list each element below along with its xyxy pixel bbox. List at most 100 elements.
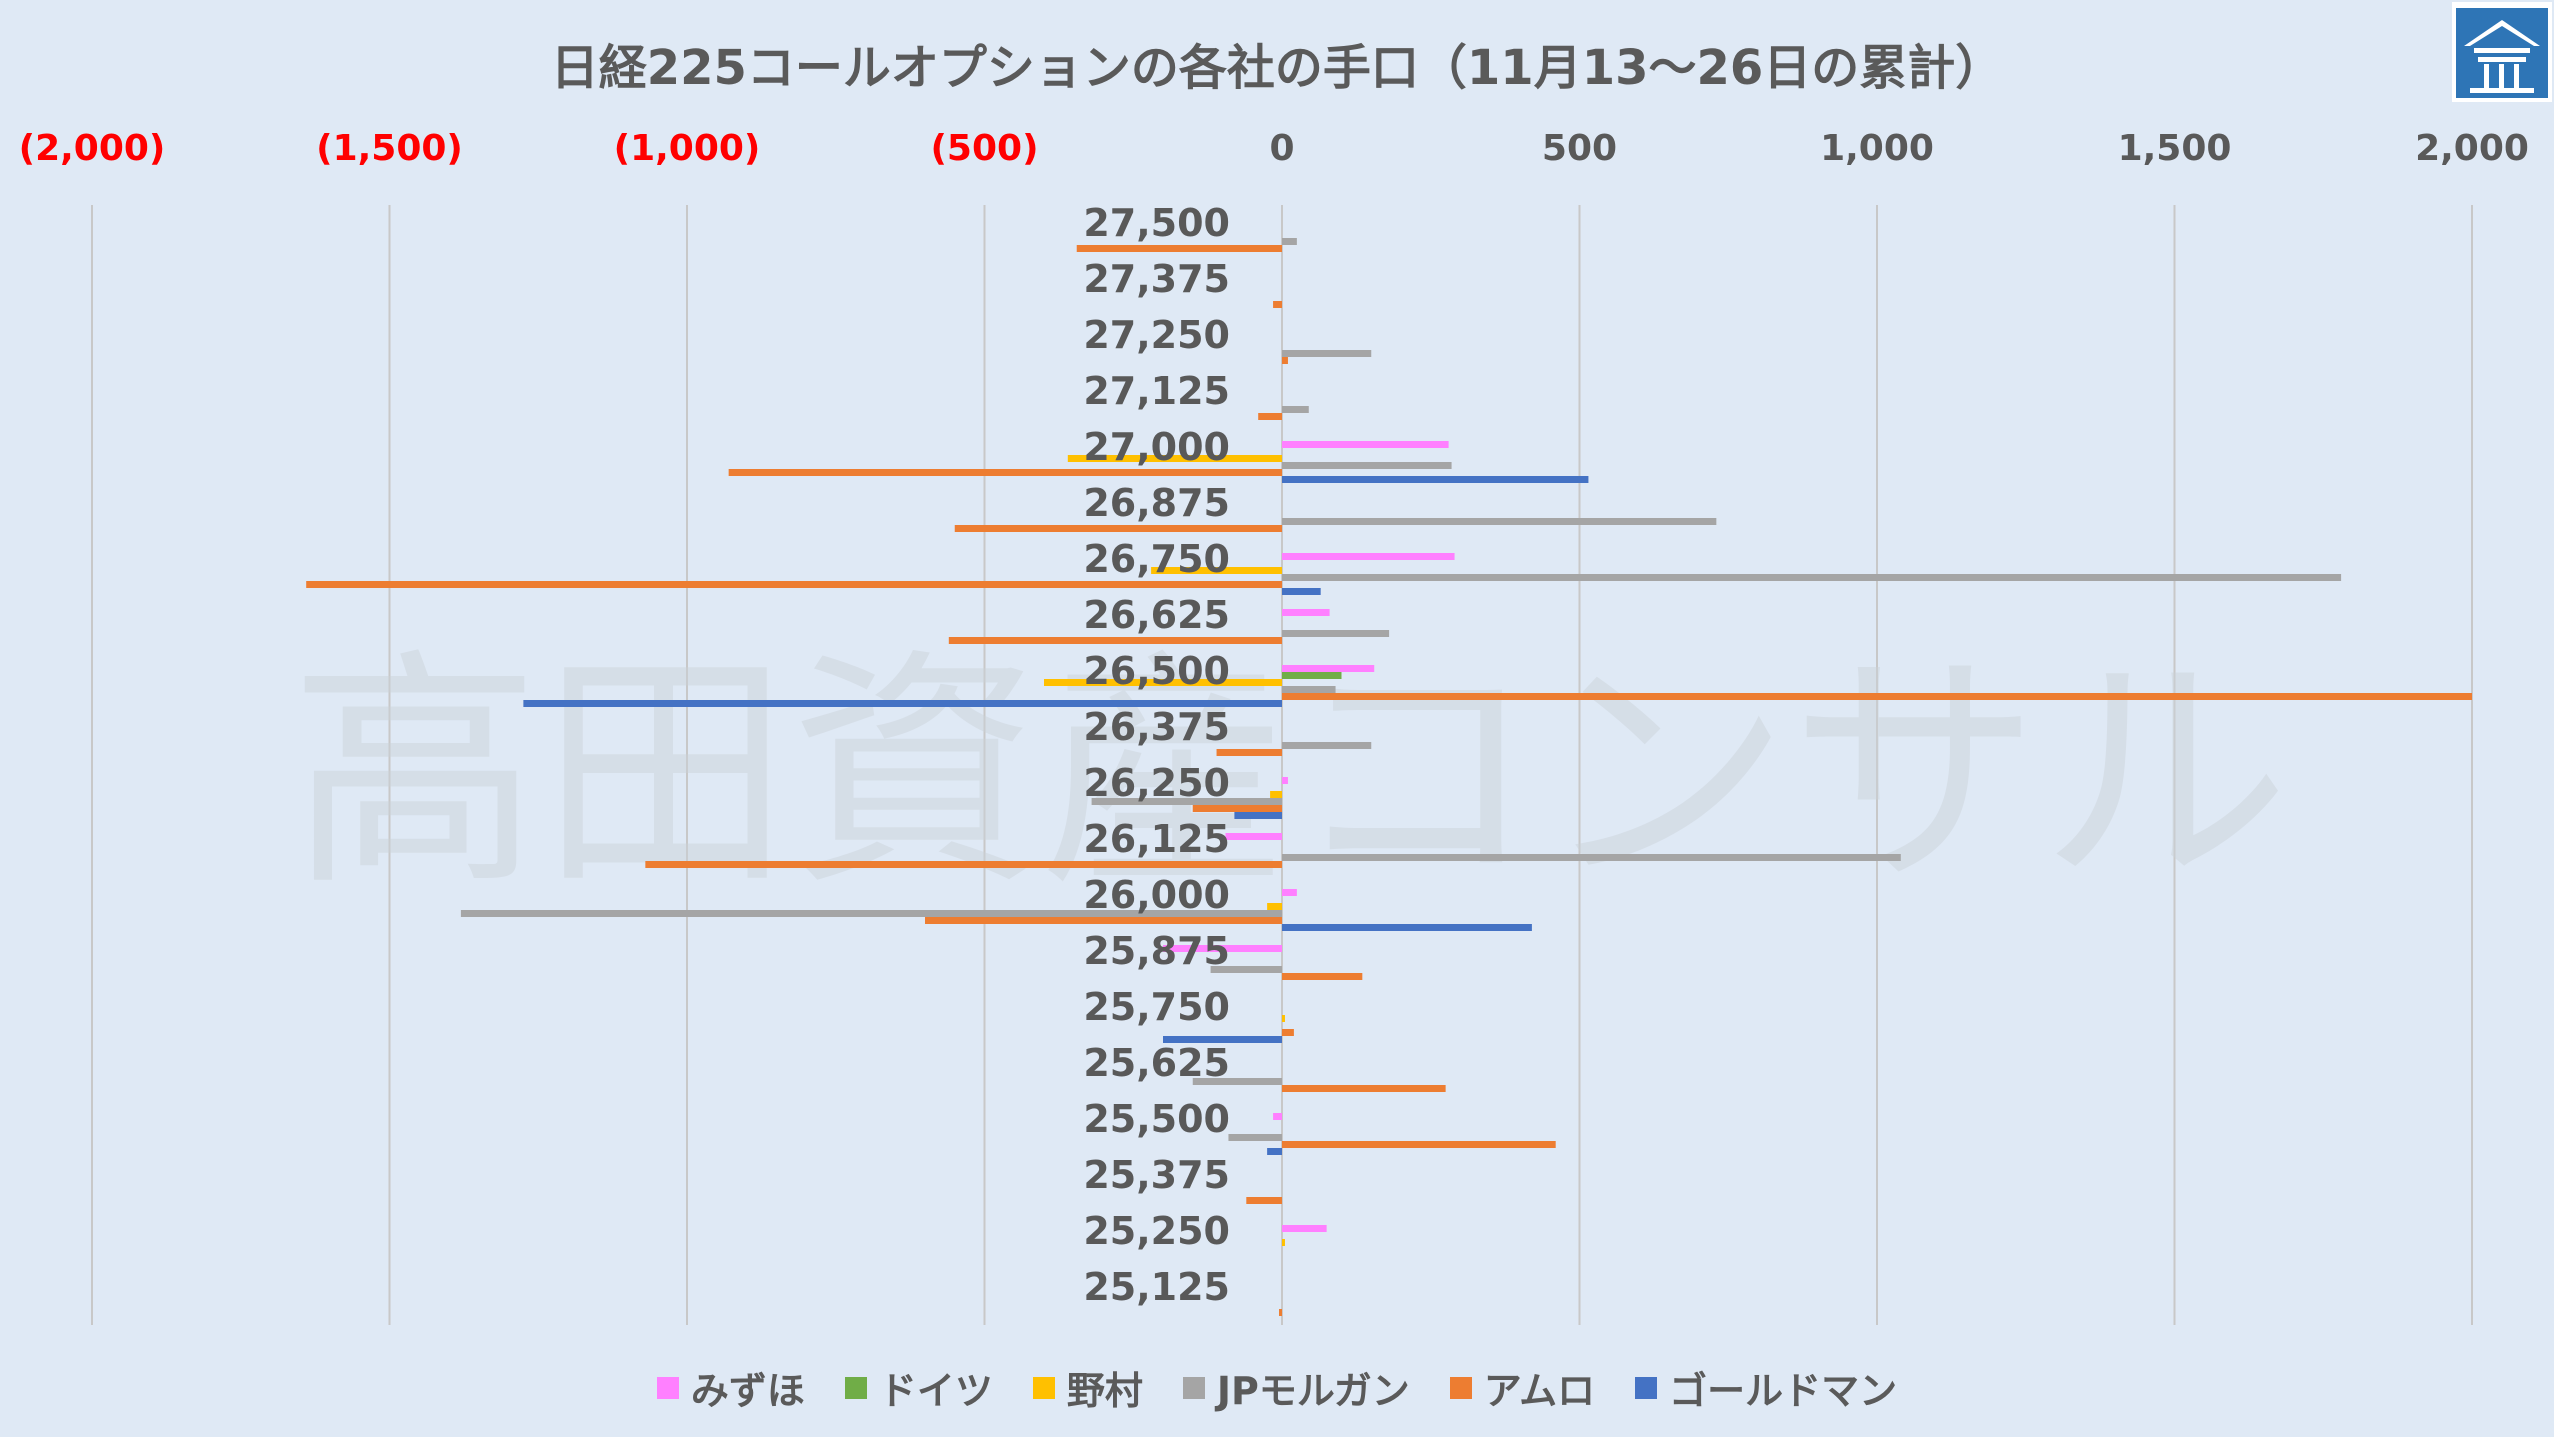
- bar: [1282, 574, 2342, 581]
- bar: [954, 525, 1282, 532]
- legend-label: JPモルガン: [1216, 1369, 1410, 1413]
- y-category-label: 26,875: [1083, 481, 1230, 525]
- legend-item: 野村: [1032, 1360, 1143, 1415]
- bar: [1267, 1148, 1282, 1155]
- bar: [1210, 966, 1282, 973]
- y-category-label: 27,500: [1083, 201, 1230, 245]
- bar: [1282, 476, 1589, 483]
- bar: [306, 581, 1282, 588]
- legend-label: ゴールドマン: [1669, 1369, 1898, 1413]
- bar: [1282, 742, 1372, 749]
- bar: [1282, 854, 1901, 861]
- bar: [1044, 679, 1282, 686]
- x-tick-label: 1,000: [1820, 128, 1934, 169]
- x-tick-label: 500: [1542, 128, 1617, 169]
- y-category-label: 26,625: [1083, 593, 1230, 637]
- bar: [1282, 693, 2472, 700]
- legend-swatch: [1635, 1376, 1658, 1399]
- x-tick-label: (1,500): [316, 128, 463, 169]
- bar: [1163, 1036, 1282, 1043]
- bar: [1267, 903, 1282, 910]
- bar: [1282, 924, 1532, 931]
- y-category-label: 27,125: [1083, 369, 1230, 413]
- bar: [1216, 749, 1282, 756]
- y-category-label: 26,125: [1083, 817, 1230, 861]
- bar: [728, 469, 1282, 476]
- bar: [1282, 630, 1390, 637]
- bar: [1225, 833, 1282, 840]
- bar: [1282, 588, 1321, 595]
- bar: [1273, 1113, 1282, 1120]
- y-category-label: 26,000: [1083, 873, 1230, 917]
- y-category-label: 25,875: [1083, 929, 1230, 973]
- bar: [1282, 686, 1336, 693]
- y-category-label: 25,375: [1083, 1153, 1230, 1197]
- chart-title: 日経225コールオプションの各社の手口（11月13～26日の累計）: [550, 40, 2004, 96]
- bar: [645, 861, 1282, 868]
- bar: [1282, 518, 1717, 525]
- bar: [1076, 245, 1282, 252]
- legend-swatch: [844, 1376, 867, 1399]
- bar: [1163, 945, 1282, 952]
- y-category-label: 26,750: [1083, 537, 1230, 581]
- x-tick-label: 2,000: [2415, 128, 2529, 169]
- bar: [925, 917, 1282, 924]
- bar: [1282, 350, 1372, 357]
- bar: [1282, 665, 1375, 672]
- legend-swatch: [1449, 1376, 1472, 1399]
- legend-item: アムロ: [1449, 1360, 1596, 1415]
- bar: [1228, 1134, 1282, 1141]
- y-category-label: 26,375: [1083, 705, 1230, 749]
- bar: [1273, 301, 1282, 308]
- y-category-label: 27,000: [1083, 425, 1230, 469]
- bar: [1282, 609, 1330, 616]
- legend-label: みずほ: [690, 1369, 805, 1413]
- bar: [1282, 973, 1363, 980]
- legend-label: 野村: [1066, 1369, 1143, 1413]
- bar: [1258, 413, 1282, 420]
- bar: [1282, 441, 1449, 448]
- y-category-label: 25,125: [1083, 1265, 1230, 1309]
- y-category-label: 25,250: [1083, 1209, 1230, 1253]
- bar: [1282, 406, 1309, 413]
- legend-item: ドイツ: [844, 1360, 993, 1415]
- bar: [1282, 1239, 1285, 1246]
- legend-swatch: [1182, 1376, 1205, 1399]
- bar: [1282, 357, 1288, 364]
- bar: [1282, 777, 1288, 784]
- bar: [1234, 812, 1282, 819]
- bar: [1282, 462, 1452, 469]
- legend: みずほ ドイツ 野村 JPモルガン アムロ ゴールドマン: [0, 1360, 2554, 1415]
- bar: [1270, 791, 1282, 798]
- house-logo-icon: [2452, 2, 2552, 102]
- bar: [1282, 1141, 1556, 1148]
- bar: [1246, 1197, 1282, 1204]
- bar: [1282, 1225, 1327, 1232]
- x-tick-label: (1,000): [614, 128, 761, 169]
- bar: [1282, 1085, 1446, 1092]
- bar: [1192, 805, 1282, 812]
- x-tick-label: (500): [930, 128, 1038, 169]
- y-category-label: 27,250: [1083, 313, 1230, 357]
- legend-item: JPモルガン: [1182, 1360, 1410, 1415]
- legend-label: アムロ: [1483, 1369, 1596, 1413]
- x-tick-label: 0: [1269, 128, 1294, 169]
- y-category-label: 26,250: [1083, 761, 1230, 805]
- legend-item: ゴールドマン: [1635, 1360, 1897, 1415]
- x-tick-label: (2,000): [19, 128, 166, 169]
- y-category-label: 25,625: [1083, 1041, 1230, 1085]
- bar: [1282, 238, 1297, 245]
- x-tick-label: 1,500: [2118, 128, 2232, 169]
- y-category-label: 26,500: [1083, 649, 1230, 693]
- bar: [460, 910, 1282, 917]
- bar: [1282, 1029, 1294, 1036]
- bar: [1279, 1309, 1282, 1316]
- bar: [1282, 889, 1297, 896]
- bar: [1067, 455, 1282, 462]
- bar: [1151, 567, 1282, 574]
- legend-swatch: [656, 1376, 679, 1399]
- y-category-label: 27,375: [1083, 257, 1230, 301]
- bar: [1282, 553, 1455, 560]
- bar: [1282, 672, 1342, 679]
